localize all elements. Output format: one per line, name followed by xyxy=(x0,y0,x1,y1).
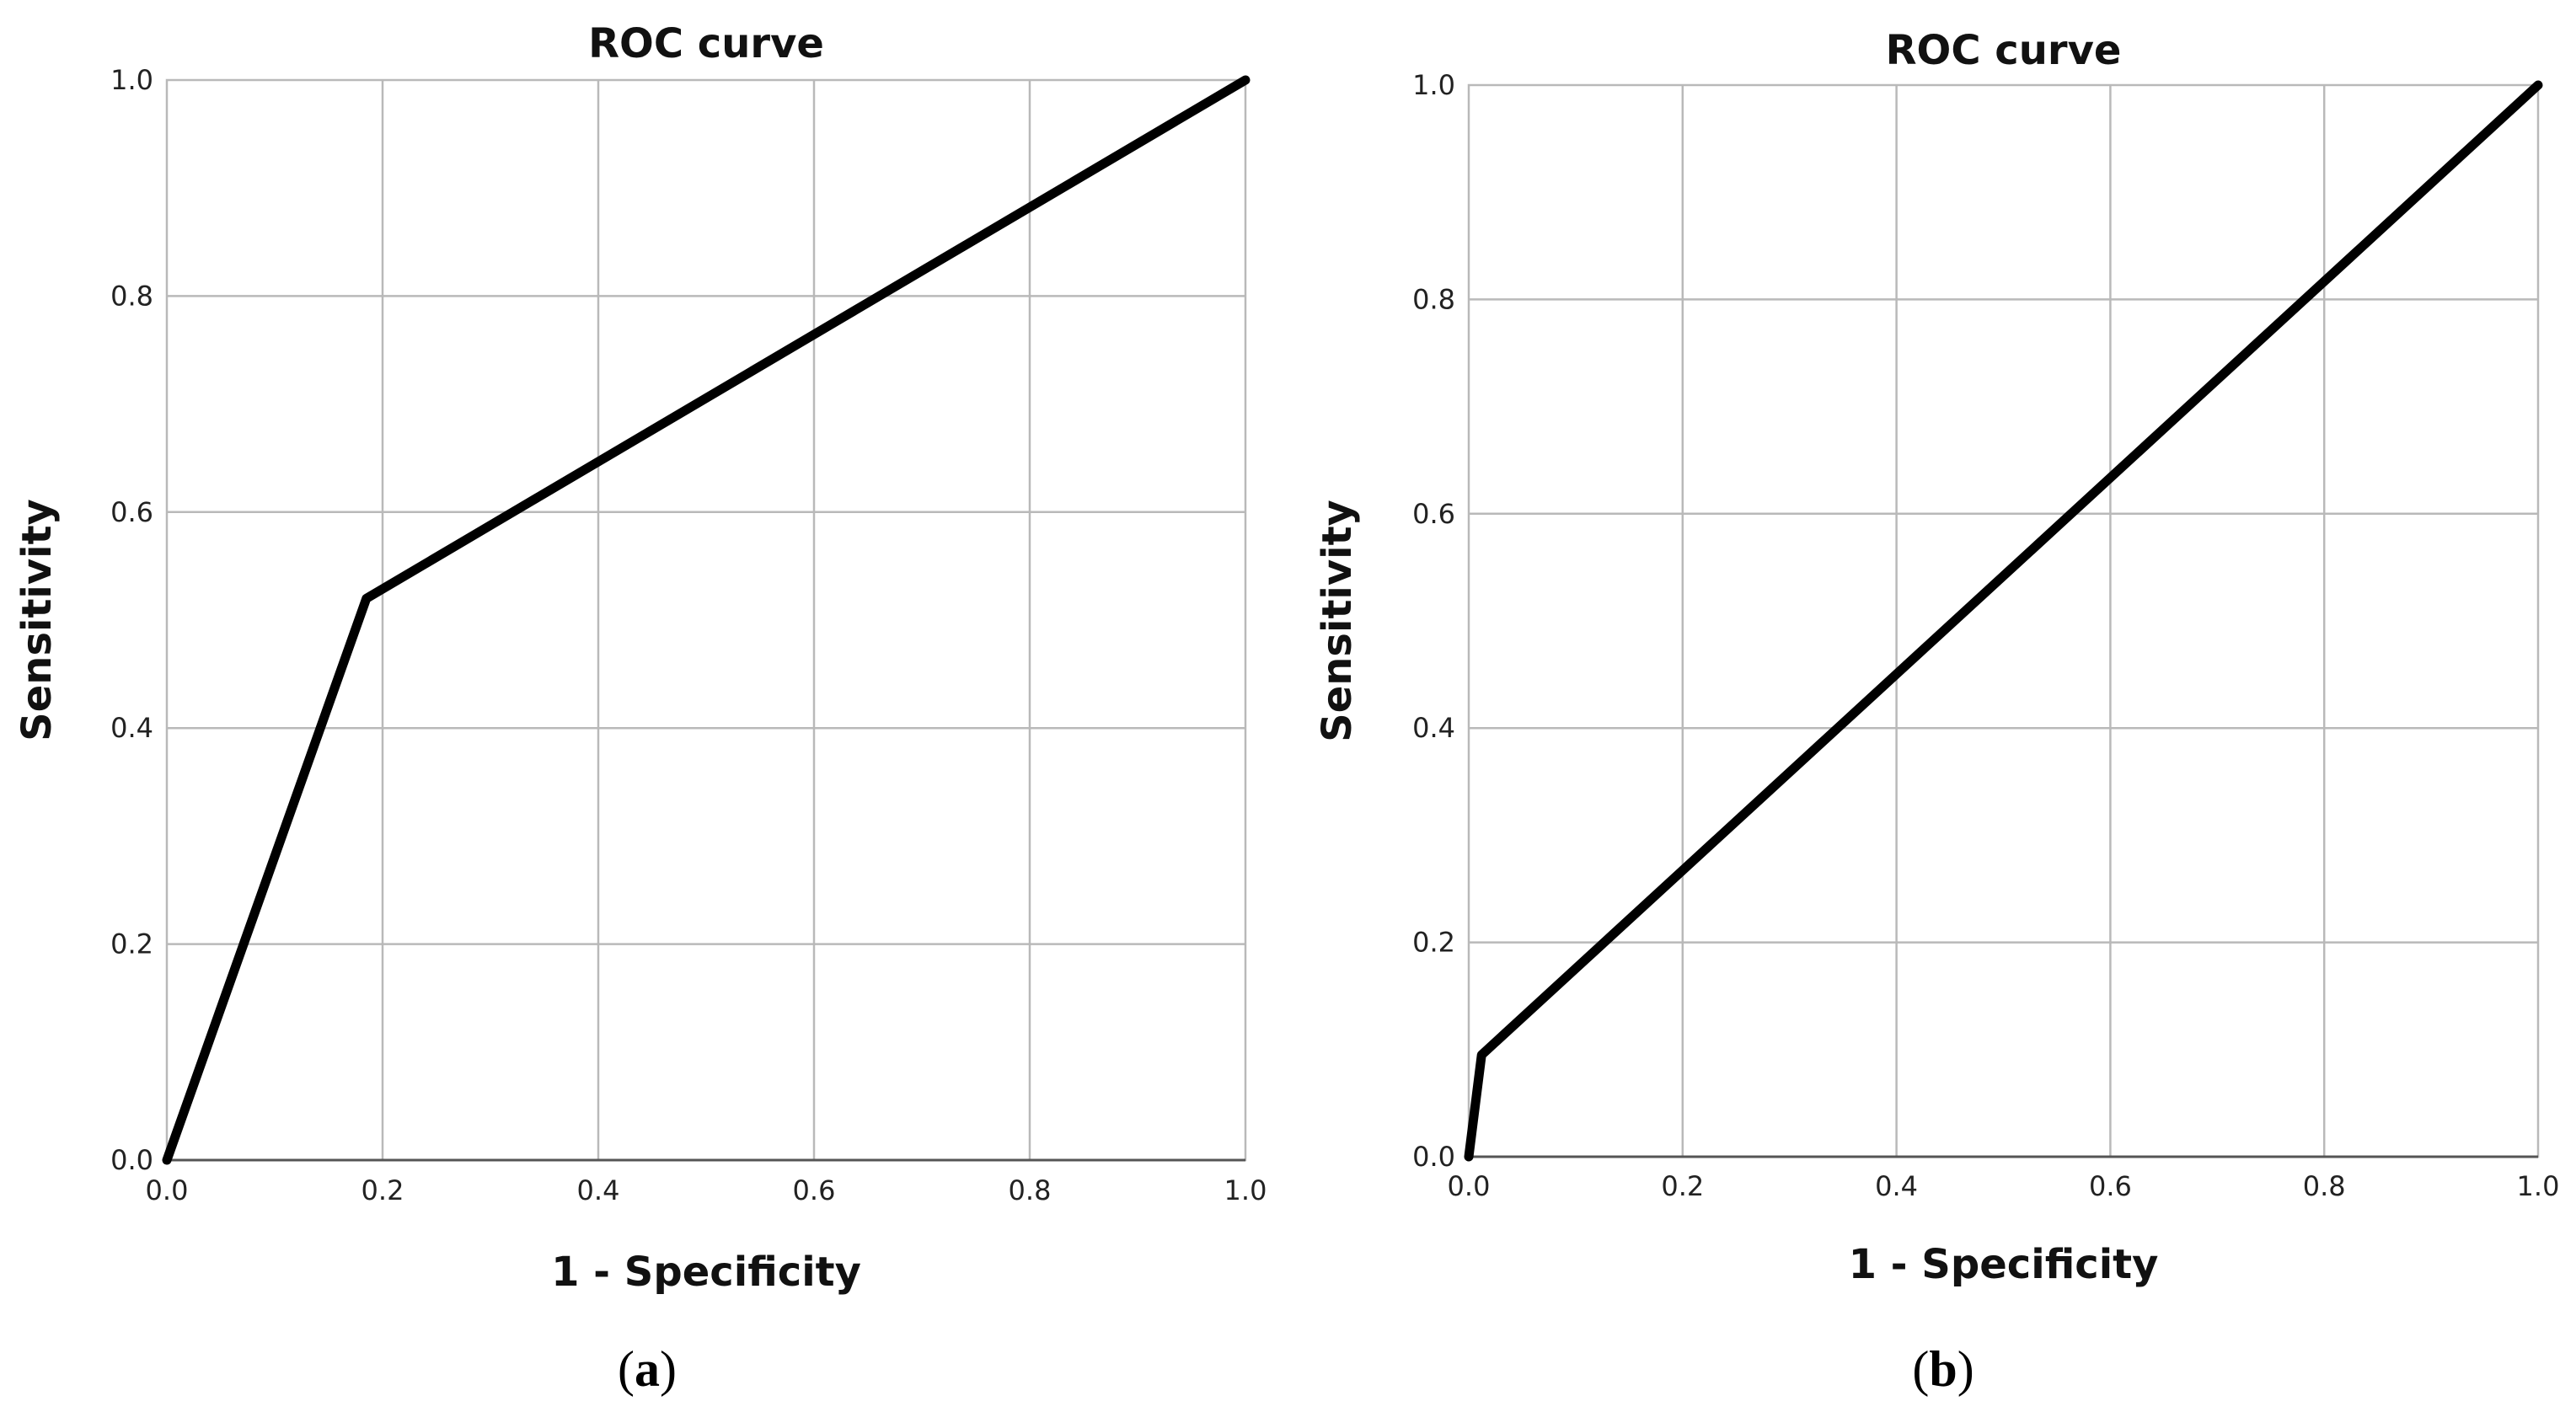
x-tick-label: 0.0 xyxy=(146,1174,189,1206)
plot-frame xyxy=(165,78,1247,1162)
caption-open-paren: ( xyxy=(618,1341,635,1397)
y-tick-label: 1.0 xyxy=(110,64,153,96)
caption-close-paren: ) xyxy=(660,1341,677,1397)
caption-letter: a xyxy=(635,1341,660,1397)
caption-open-paren: ( xyxy=(1912,1341,1929,1397)
plot-frame xyxy=(1467,83,2540,1158)
roc-series-line xyxy=(1464,80,2543,1162)
x-tick-label: 0.6 xyxy=(793,1174,836,1206)
panel-caption: (a) xyxy=(618,1341,677,1397)
chart-title: ROC curve xyxy=(588,20,824,67)
x-tick-label: 0.4 xyxy=(577,1174,620,1206)
y-axis-label: Sensitivity xyxy=(1314,500,1361,742)
y-axis-label: Sensitivity xyxy=(13,499,61,741)
roc-chart-panel-a: 0.0 0.2 0.4 0.6 0.8 1.0 0.0 0.2 0.4 0.6 0.8 1.0 ROC … xyxy=(13,20,1267,1397)
x-tick-label: 1.0 xyxy=(2517,1170,2560,1202)
y-tick-label: 0.0 xyxy=(110,1144,153,1176)
x-tick-label: 0.2 xyxy=(361,1174,404,1206)
x-axis-label: 1 - Specificity xyxy=(551,1249,861,1296)
x-tick-label: 0.6 xyxy=(2089,1170,2132,1202)
y-tick-label: 1.0 xyxy=(1412,69,1455,101)
y-tick-label: 0.0 xyxy=(1412,1141,1455,1173)
roc-series-line xyxy=(162,75,1251,1165)
caption-close-paren: ) xyxy=(1957,1341,1974,1397)
x-axis-label: 1 - Specificity xyxy=(1849,1241,2159,1288)
x-tick-label: 0.0 xyxy=(1448,1170,1491,1202)
y-tick-label: 0.4 xyxy=(110,712,153,744)
y-tick-label: 0.2 xyxy=(110,928,153,960)
x-tick-label: 0.2 xyxy=(1661,1170,1704,1202)
x-tick-label: 0.8 xyxy=(2303,1170,2346,1202)
y-tick-label: 0.8 xyxy=(110,280,153,312)
caption-letter: b xyxy=(1929,1341,1957,1397)
roc-chart-panel-b: 0.0 0.2 0.4 0.6 0.8 1.0 0.0 0.2 0.4 0.6 0.8 1.0 ROC … xyxy=(1314,27,2559,1397)
chart-title: ROC curve xyxy=(1886,27,2122,74)
y-tick-label: 0.2 xyxy=(1412,927,1455,959)
x-tick-label: 1.0 xyxy=(1224,1174,1267,1206)
y-tick-label: 0.6 xyxy=(1412,498,1455,530)
x-tick-label: 0.4 xyxy=(1875,1170,1918,1202)
x-tick-label: 0.8 xyxy=(1009,1174,1052,1206)
y-tick-label: 0.6 xyxy=(110,496,153,528)
panel-caption: (b) xyxy=(1912,1341,1974,1397)
y-tick-label: 0.8 xyxy=(1412,283,1455,315)
y-tick-label: 0.4 xyxy=(1412,712,1455,744)
